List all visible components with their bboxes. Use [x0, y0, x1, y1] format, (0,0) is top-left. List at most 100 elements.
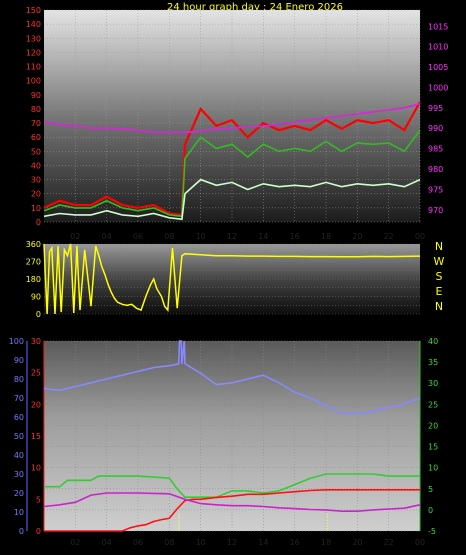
- panel-3-y-right-ticks: -5 0 5 10 15 20 25 30 35 40: [428, 337, 438, 536]
- p3-ytick-outer: 0: [19, 527, 24, 536]
- p3-ytick-inner: 10: [31, 464, 41, 473]
- p3-xtick: 02: [70, 538, 80, 547]
- p1-ytick-left: 20: [31, 190, 41, 199]
- p1-series-0: [43, 101, 421, 217]
- panel-3-series: [43, 340, 421, 532]
- chart-title: 24 hour graph day : 24 Enero 2026: [167, 2, 343, 13]
- panel-wind-pressure: 0 10 20 30 40 50 60 70 80 90 100 110 120 130 140 150 97…: [26, 6, 449, 241]
- p3-ytick-outer: 60: [14, 413, 24, 422]
- p1-ytick-left: 150: [26, 6, 41, 15]
- p1-ytick-right: 1015: [428, 22, 448, 31]
- panel-temp-humidity: 0 10 20 30 40 50 60 70 80 90 100 0 5 10 15 20 25 30 -5 0 5…: [9, 337, 438, 547]
- p1-ytick-left: 130: [26, 34, 41, 43]
- p1-xtick: 00: [415, 232, 425, 241]
- p3-series-2: [44, 488, 420, 532]
- panel-1-x-ticks: 02 04 06 08 10 12 14 16 18 20 22 00: [70, 232, 425, 241]
- p3-xtick: 18: [321, 538, 331, 547]
- p3-ytick-outer: 90: [14, 356, 24, 365]
- p3-ytick-outer: 80: [14, 375, 24, 384]
- p2-ytick: 270: [26, 258, 41, 267]
- p1-xtick: 16: [290, 232, 300, 241]
- p1-ytick-right: 985: [428, 145, 443, 154]
- p1-ytick-left: 10: [31, 204, 41, 213]
- p3-ytick-inner: 0: [36, 527, 41, 536]
- p3-ytick-right: 10: [428, 464, 438, 473]
- p3-ytick-right: 25: [428, 400, 438, 409]
- p1-xtick: 04: [102, 232, 112, 241]
- p1-ytick-right: 970: [428, 206, 443, 215]
- p3-ytick-right: 15: [428, 443, 438, 452]
- p3-ytick-outer: 100: [9, 337, 24, 346]
- p3-ytick-outer: 50: [14, 432, 24, 441]
- p3-ytick-right: 30: [428, 379, 438, 388]
- p1-ytick-left: 60: [31, 133, 41, 142]
- p2-series-0: [43, 243, 421, 315]
- p3-xtick: 22: [384, 538, 394, 547]
- p1-xtick: 14: [258, 232, 268, 241]
- panel-3-y-inner-ticks: 0 5 10 15 20 25 30: [31, 337, 41, 536]
- p3-ytick-right: 5: [428, 485, 433, 494]
- p1-ytick-left: 120: [26, 48, 41, 57]
- p1-ytick-right: 990: [428, 124, 443, 133]
- panel-3-background: [44, 341, 420, 531]
- p2-ytick: 90: [31, 293, 41, 302]
- p1-ytick-left: 40: [31, 161, 41, 170]
- p1-ytick-left: 110: [26, 63, 41, 72]
- panel-3-y-outer-ticks: 0 10 20 30 40 50 60 70 80 90 100: [9, 337, 24, 536]
- p3-ytick-inner: 15: [31, 432, 41, 441]
- p3-ytick-right: 35: [428, 358, 438, 367]
- compass-label: S: [436, 270, 443, 283]
- p3-ytick-right: 20: [428, 421, 438, 430]
- p1-ytick-left: 0: [36, 218, 41, 227]
- p1-ytick-left: 50: [31, 147, 41, 156]
- p2-ytick: 360: [26, 240, 41, 249]
- p1-ytick-left: 80: [31, 105, 41, 114]
- p3-ytick-outer: 30: [14, 470, 24, 479]
- p3-xtick: 00: [415, 538, 425, 547]
- panel-1-series: [43, 101, 421, 221]
- p1-xtick: 02: [70, 232, 80, 241]
- p2-ytick: 0: [36, 310, 41, 319]
- compass-label: N: [435, 240, 443, 253]
- p1-ytick-right: 975: [428, 185, 443, 194]
- p1-xtick: 18: [321, 232, 331, 241]
- p3-ytick-outer: 10: [14, 508, 24, 517]
- p1-series-3: [43, 103, 421, 134]
- p3-ytick-inner: 20: [31, 400, 41, 409]
- p1-ytick-left: 30: [31, 176, 41, 185]
- panel-2-series: [43, 243, 421, 315]
- p1-ytick-right: 980: [428, 165, 443, 174]
- p1-xtick: 20: [352, 232, 362, 241]
- p1-xtick: 22: [384, 232, 394, 241]
- p1-ytick-right: 1000: [428, 83, 448, 92]
- p2-ytick: 180: [26, 275, 41, 284]
- p3-series-3: [43, 492, 421, 513]
- p1-series-1: [43, 129, 421, 218]
- p3-xtick: 12: [227, 538, 237, 547]
- p3-ytick-outer: 40: [14, 451, 24, 460]
- p3-ytick-outer: 70: [14, 394, 24, 403]
- p1-series-2: [43, 178, 421, 221]
- p1-ytick-left: 90: [31, 91, 41, 100]
- panel-2-y-ticks: 0 90 180 270 360: [26, 240, 41, 319]
- p1-ytick-left: 140: [26, 20, 41, 29]
- p3-ytick-inner: 30: [31, 337, 41, 346]
- p3-xtick: 08: [164, 538, 174, 547]
- p1-xtick: 12: [227, 232, 237, 241]
- p3-xtick: 16: [290, 538, 300, 547]
- p1-ytick-right: 1010: [428, 43, 448, 52]
- p1-xtick: 06: [133, 232, 143, 241]
- p3-xtick: 06: [133, 538, 143, 547]
- panel-2-background: [44, 244, 420, 314]
- compass-label: W: [434, 255, 445, 268]
- compass-label: E: [436, 285, 443, 298]
- p1-ytick-left: 100: [26, 77, 41, 86]
- panel-1-y-left-ticks: 0 10 20 30 40 50 60 70 80 90 100 110 120 130 140 150: [26, 6, 41, 227]
- p3-xtick: 10: [196, 538, 206, 547]
- panel-1-grid: [44, 9, 421, 223]
- p3-xtick: 20: [352, 538, 362, 547]
- panel-1-y-right-ticks: 970 975 980 985 990 995 1000 1005 1010 1015: [428, 22, 448, 214]
